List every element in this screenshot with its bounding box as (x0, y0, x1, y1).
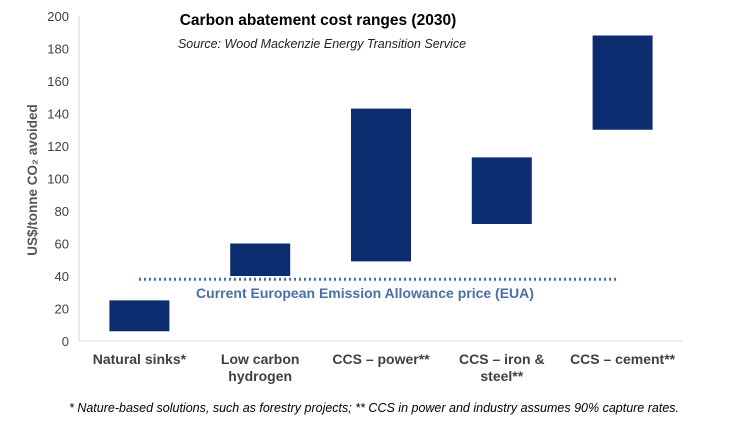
x-labels: Natural sinks* Low carbon hydrogen CCS – po… (93, 351, 676, 384)
footnote: * Nature-based solutions, such as forest… (69, 401, 679, 415)
cost-range-bar (109, 300, 170, 332)
y-tick-label: 80 (55, 204, 69, 219)
y-tick-label: 20 (55, 302, 69, 317)
y-ticks: 0 20 40 60 80 100 120 140 160 180 200 (47, 9, 69, 349)
x-category-label: Low carbon hydrogen (221, 351, 300, 384)
y-tick-label: 60 (55, 237, 69, 252)
chart-title: Carbon abatement cost ranges (2030) (180, 12, 457, 29)
cost-range-bar (592, 35, 653, 130)
y-axis-label: US$/tonne CO₂ avoided (25, 104, 40, 256)
x-category-label: CCS – iron & steel** (459, 351, 545, 384)
x-category-label: CCS – power** (332, 351, 430, 367)
bars (109, 35, 653, 332)
cost-range-bar (471, 157, 532, 224)
y-tick-label: 40 (55, 269, 69, 284)
y-tick-label: 180 (47, 42, 69, 57)
y-tick-label: 140 (47, 107, 69, 122)
x-category-label: Natural sinks* (93, 351, 187, 367)
chart-subtitle: Source: Wood Mackenzie Energy Transition… (178, 37, 466, 51)
y-tick-label: 160 (47, 74, 69, 89)
x-category-label: CCS – cement** (570, 351, 676, 367)
y-tick-label: 100 (47, 172, 69, 187)
y-tick-label: 0 (62, 334, 69, 349)
eua-price-label: Current European Emission Allowance pric… (196, 285, 534, 301)
cost-range-bar (351, 108, 411, 262)
y-tick-label: 200 (47, 9, 69, 24)
y-tick-label: 120 (47, 139, 69, 154)
cost-range-bar (230, 243, 291, 276)
